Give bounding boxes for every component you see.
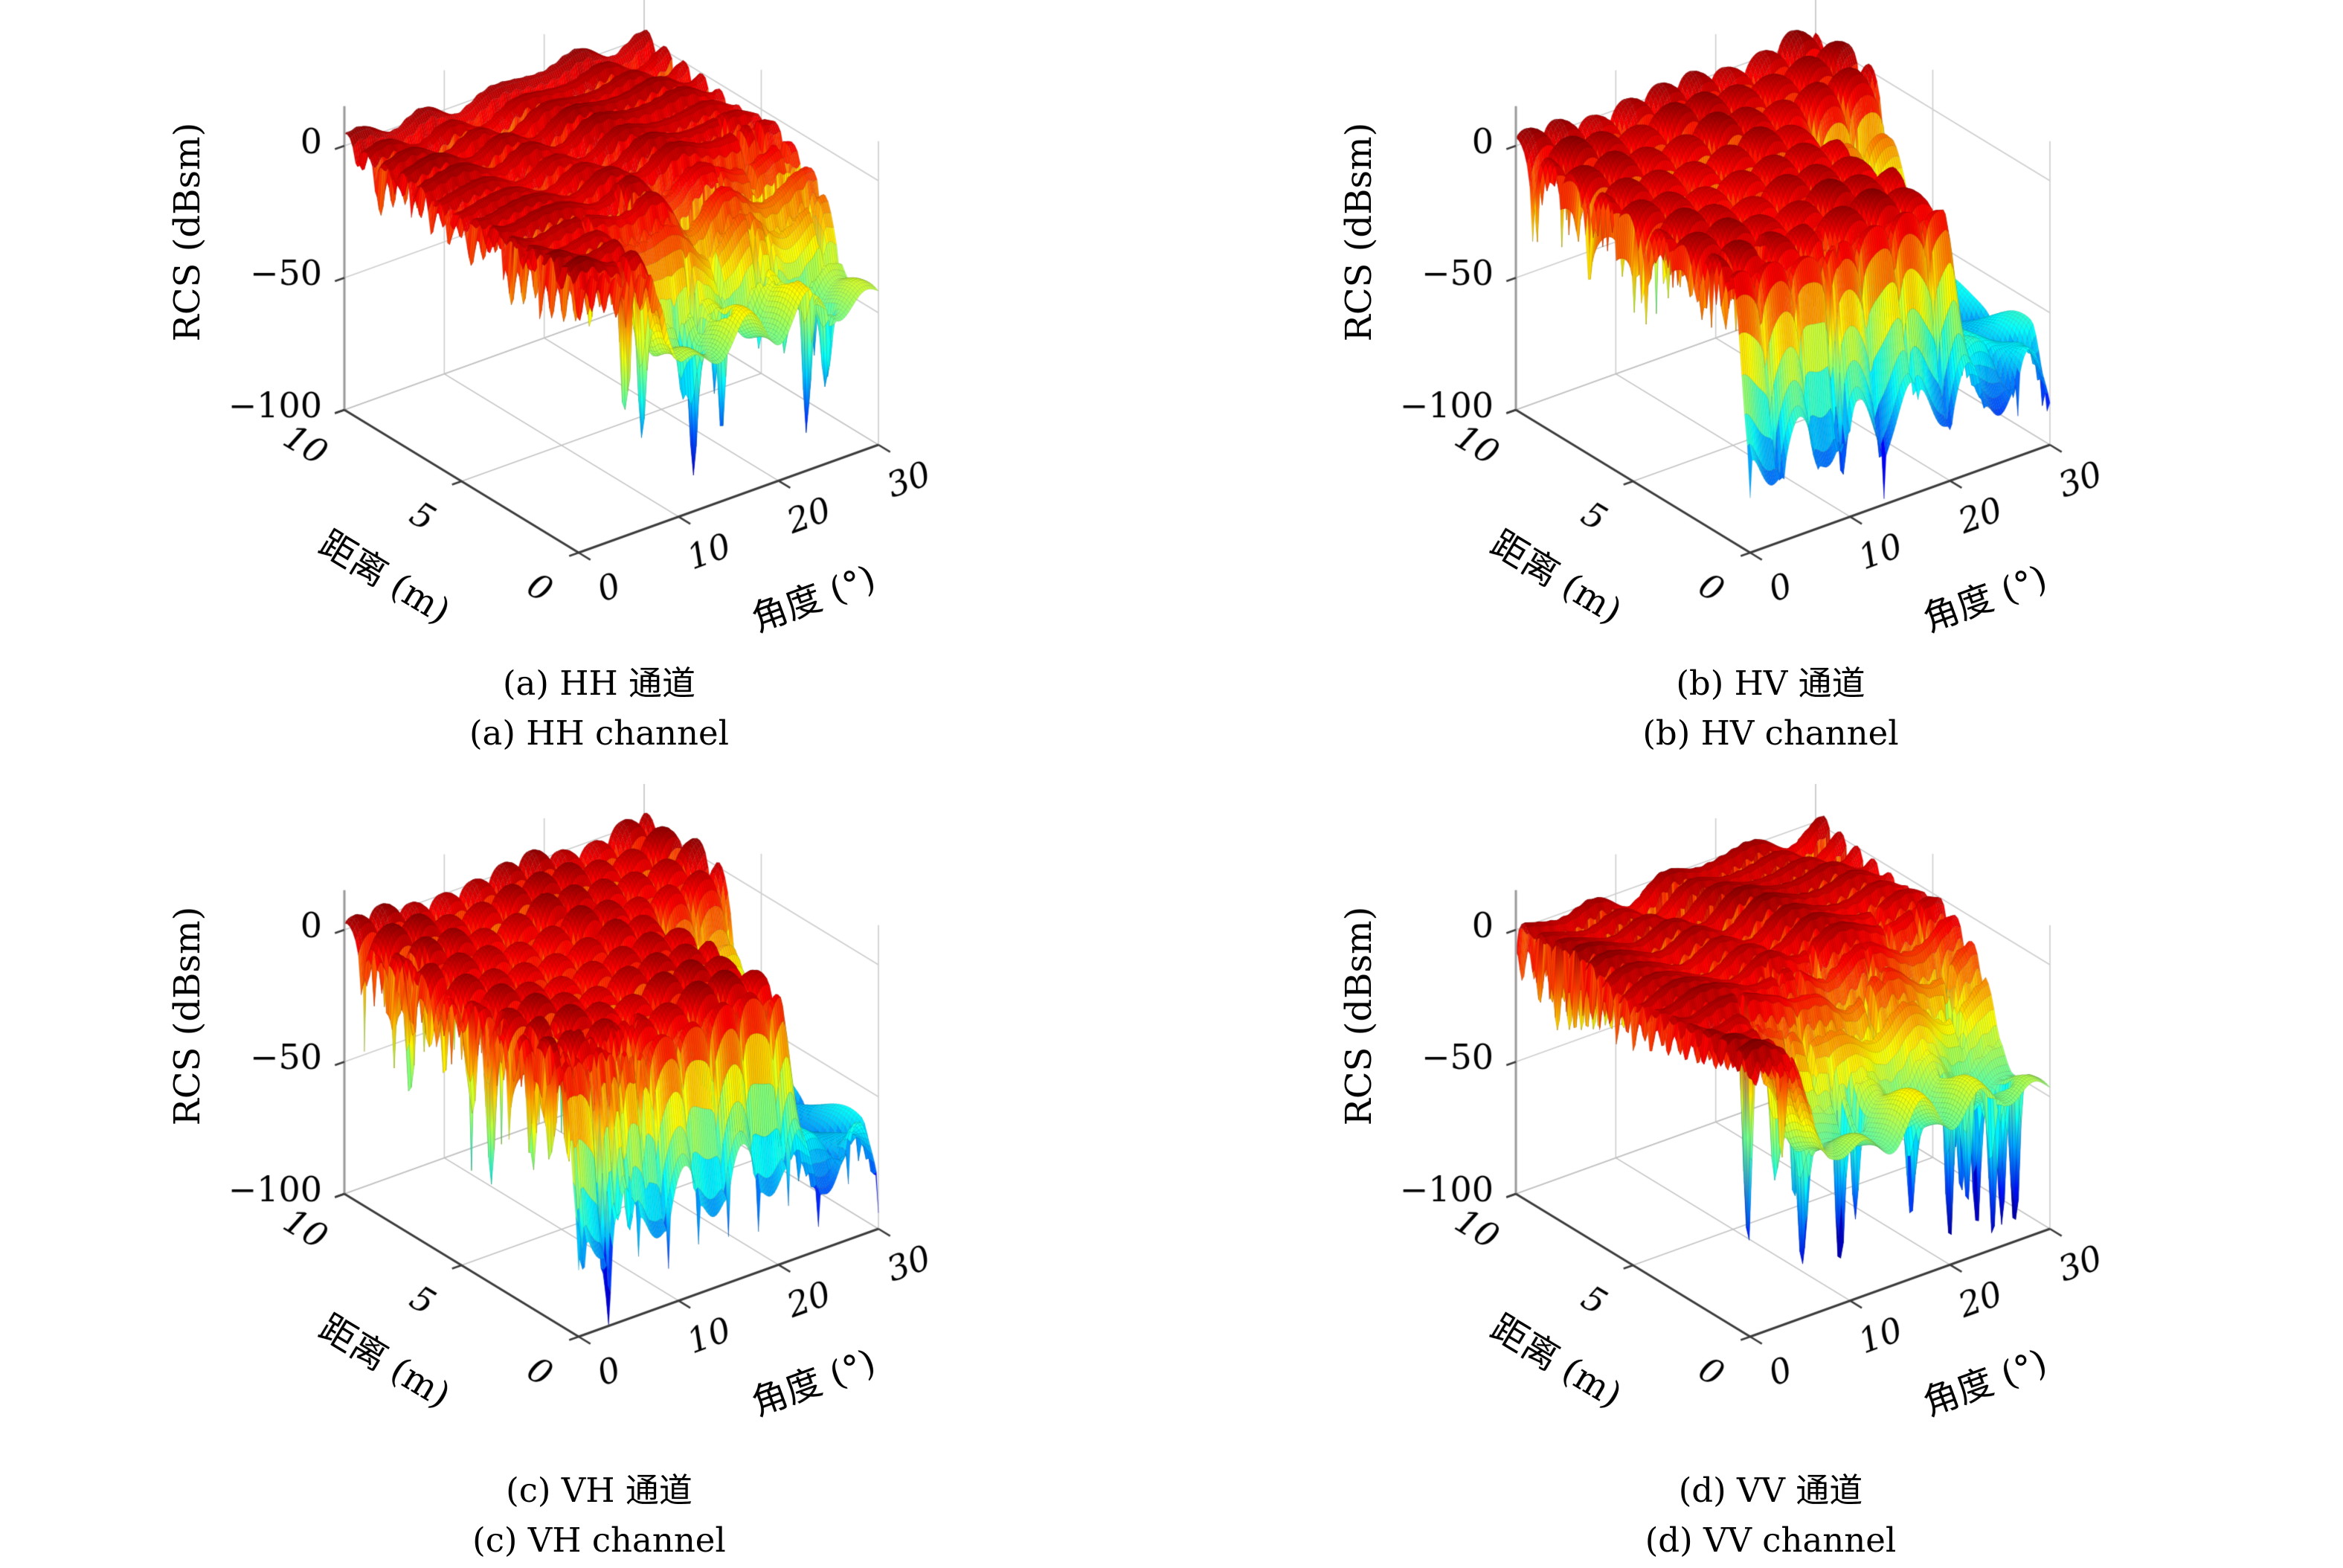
caption-zh: (a) HH 通道 xyxy=(502,663,696,703)
z-axis-label: RCS (dBsm) xyxy=(1338,906,1380,1126)
caption-block: (c) VH 通道 (c) VH channel xyxy=(13,1465,1185,1565)
caption-en: (b) HV channel xyxy=(1642,713,1899,753)
caption-block: (b) HV 通道 (b) HV channel xyxy=(1185,658,2343,758)
subplot-hv: RCS (dBsm) 距离 (m) 角度 (°) (b) HV 通道 (b) H… xyxy=(1172,0,2343,784)
caption-zh: (d) VV 通道 xyxy=(1678,1471,1863,1510)
surface-plot-canvas-hh xyxy=(0,0,1172,784)
z-axis-label: RCS (dBsm) xyxy=(1338,122,1380,342)
caption-zh: (b) HV 通道 xyxy=(1676,663,1865,703)
surface-plot-canvas-hv xyxy=(1172,0,2343,784)
z-axis-label: RCS (dBsm) xyxy=(167,906,208,1126)
subplot-hh: RCS (dBsm) 距离 (m) 角度 (°) (a) HH 通道 (a) H… xyxy=(0,0,1172,784)
surface-plot-canvas-vv xyxy=(1172,784,2343,1568)
surface-plot-canvas-vh xyxy=(0,784,1172,1568)
caption-en: (c) VH channel xyxy=(472,1520,726,1560)
z-axis-label: RCS (dBsm) xyxy=(167,122,208,342)
subplot-vh: RCS (dBsm) 距离 (m) 角度 (°) (c) VH 通道 (c) V… xyxy=(0,784,1172,1568)
subplot-vv: RCS (dBsm) 距离 (m) 角度 (°) (d) VV 通道 (d) V… xyxy=(1172,784,2343,1568)
caption-zh: (c) VH 通道 xyxy=(506,1471,692,1510)
caption-en: (a) HH channel xyxy=(469,713,730,753)
caption-en: (d) VV channel xyxy=(1645,1520,1897,1560)
caption-block: (d) VV 通道 (d) VV channel xyxy=(1185,1465,2343,1565)
caption-block: (a) HH 通道 (a) HH channel xyxy=(13,658,1185,758)
